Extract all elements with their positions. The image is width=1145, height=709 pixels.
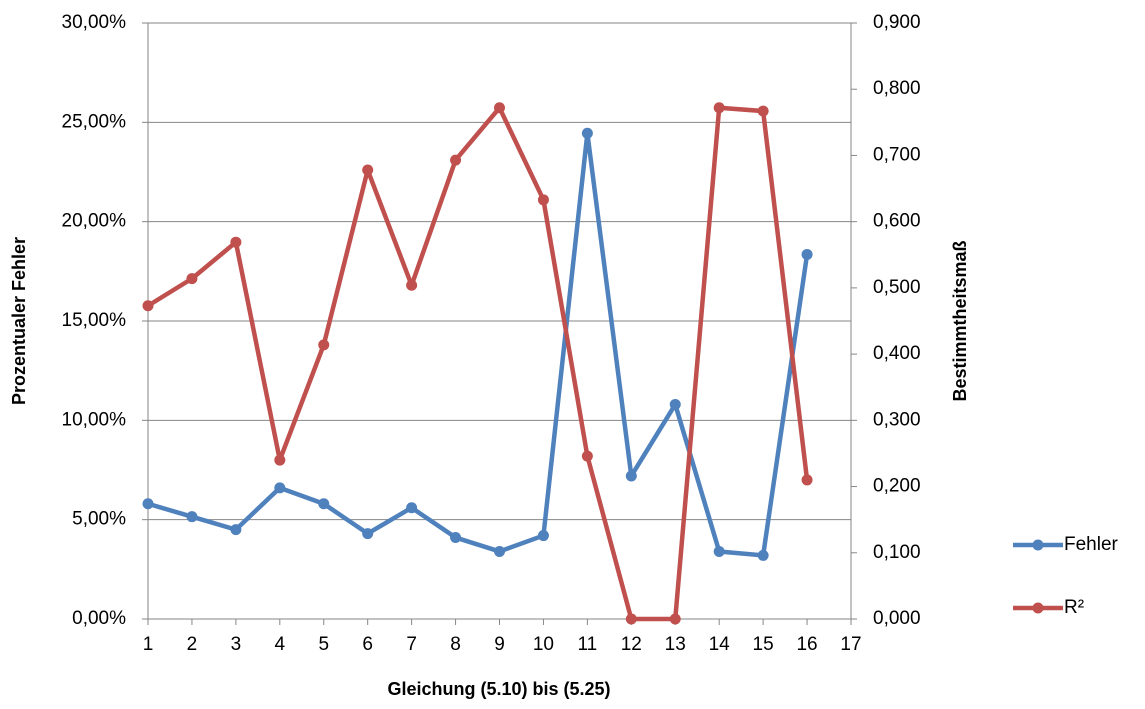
y2-tick-label: 0,600: [873, 211, 921, 232]
y2-tick-label: 0,300: [873, 409, 921, 430]
series-line: [147, 131, 810, 558]
x-tick-label: 8: [450, 634, 461, 655]
data-point: [801, 474, 813, 486]
data-point: [318, 498, 330, 510]
y2-tick-label: 0,900: [873, 12, 921, 33]
data-point: [713, 102, 725, 114]
x-tick-label: 6: [362, 634, 373, 655]
y2-axis-title: Bestimmtheitsmaß: [950, 240, 970, 401]
data-point: [494, 545, 505, 557]
data-point: [669, 398, 681, 410]
data-point: [230, 236, 242, 248]
legend-label: Fehler: [1064, 534, 1119, 555]
data-point: [537, 530, 549, 542]
data-point: [713, 545, 725, 557]
y-axis-title: Prozentualer Fehler: [9, 237, 29, 405]
y-tick-label: 25,00%: [62, 111, 127, 132]
data-point: [142, 300, 154, 312]
x-tick-label: 16: [796, 634, 817, 655]
y2-tick-label: 0,000: [873, 608, 921, 629]
data-point: [274, 482, 286, 494]
data-point: [362, 528, 374, 540]
legend-marker: [1032, 602, 1044, 614]
y2-tick-label: 0,700: [873, 144, 921, 165]
x-tick-label: 9: [494, 634, 505, 655]
y2-tick-label: 0,400: [873, 343, 921, 364]
data-point: [625, 470, 637, 482]
y2-tick-label: 0,500: [873, 277, 921, 298]
series-line: [146, 105, 810, 622]
y-tick-label: 30,00%: [62, 12, 127, 33]
data-point: [625, 613, 637, 625]
data-point: [142, 498, 154, 510]
data-point: [581, 127, 593, 139]
data-point: [669, 613, 681, 625]
x-tick-label: 15: [753, 634, 774, 655]
data-point: [186, 273, 198, 285]
data-point: [450, 154, 462, 166]
x-tick-label: 7: [406, 634, 417, 655]
x-tick-label: 3: [231, 634, 242, 655]
x-tick-label: 13: [665, 634, 686, 655]
y-tick-label: 0,00%: [72, 608, 126, 629]
legend-marker: [1032, 539, 1044, 551]
x-tick-label: 5: [318, 634, 329, 655]
data-point: [230, 524, 242, 536]
data-point: [406, 502, 418, 514]
x-tick-label: 10: [533, 634, 554, 655]
data-point: [186, 511, 198, 523]
data-point: [450, 532, 462, 544]
y-tick-label: 10,00%: [62, 409, 127, 430]
data-point: [362, 164, 374, 176]
x-tick-label: 12: [621, 634, 642, 655]
x-tick-label: 2: [187, 634, 198, 655]
data-point: [406, 279, 418, 291]
data-point: [494, 102, 505, 114]
x-tick-label: 17: [840, 634, 861, 655]
y2-tick-label: 0,100: [873, 542, 921, 563]
data-point: [537, 194, 549, 206]
data-point: [274, 454, 286, 466]
legend-label: R²: [1064, 597, 1084, 618]
y-tick-label: 5,00%: [72, 509, 126, 530]
y2-tick-label: 0,800: [873, 78, 921, 99]
data-point: [581, 450, 593, 462]
y-tick-label: 20,00%: [62, 211, 127, 232]
x-axis-title: Gleichung (5.10) bis (5.25): [387, 679, 610, 699]
y-tick-label: 15,00%: [62, 310, 127, 331]
x-tick-label: 11: [578, 634, 598, 655]
x-tick-label: 1: [143, 634, 154, 655]
x-tick-label: 14: [709, 634, 731, 655]
data-point: [801, 248, 813, 260]
data-point: [757, 549, 769, 561]
y2-tick-label: 0,200: [873, 476, 921, 497]
data-point: [318, 339, 330, 351]
x-tick-label: 4: [275, 634, 286, 655]
data-point: [757, 105, 769, 117]
